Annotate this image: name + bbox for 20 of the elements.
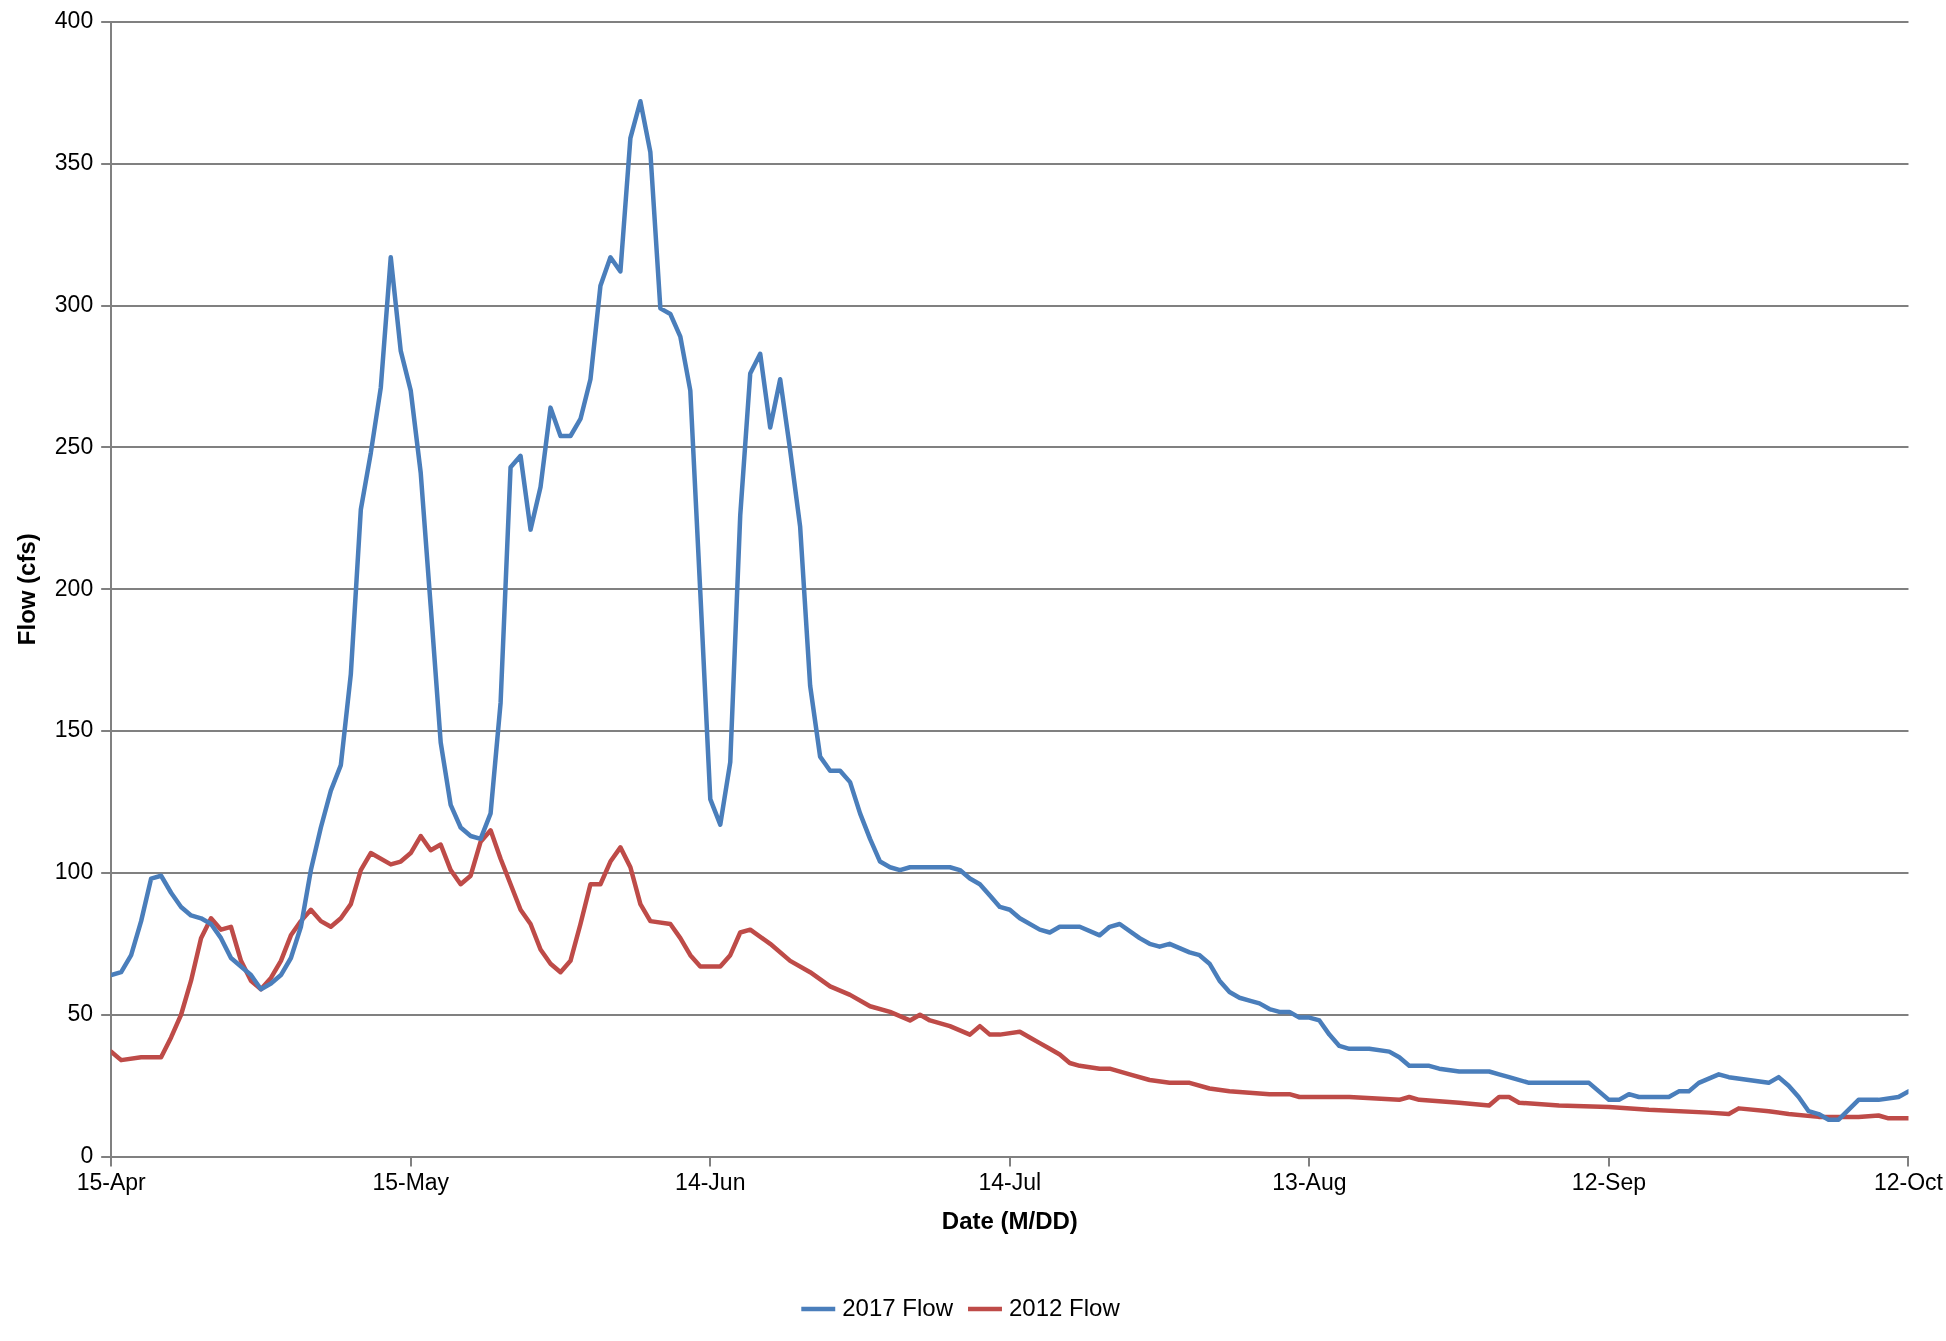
y-tick-label: 400 xyxy=(54,7,94,34)
x-tick-label: 14-Jun xyxy=(675,1168,746,1195)
x-tick-label: 12-Sep xyxy=(1571,1168,1647,1195)
y-tick-label: 150 xyxy=(54,716,94,743)
legend-label: 2017 Flow xyxy=(842,1293,954,1321)
x-tick-label: 15-May xyxy=(372,1168,450,1195)
x-tick-label: 14-Jul xyxy=(978,1168,1042,1195)
y-tick-label: 250 xyxy=(54,432,94,459)
x-tick-label: 12-Oct xyxy=(1873,1168,1944,1195)
y-tick-label: 200 xyxy=(54,574,94,601)
y-tick-label: 100 xyxy=(54,858,94,885)
y-tick-label: 300 xyxy=(54,290,94,317)
x-tick-label: 15-Apr xyxy=(76,1168,147,1195)
legend-label: 2012 Flow xyxy=(1009,1293,1121,1321)
y-axis-title: Flow (cfs) xyxy=(13,533,41,646)
x-tick-label: 13-Aug xyxy=(1272,1168,1347,1195)
x-axis-title: Date (M/DD) xyxy=(941,1207,1078,1235)
y-tick-label: 350 xyxy=(54,148,94,175)
y-tick-label: 50 xyxy=(67,1000,94,1027)
y-tick-label: 0 xyxy=(80,1141,94,1168)
